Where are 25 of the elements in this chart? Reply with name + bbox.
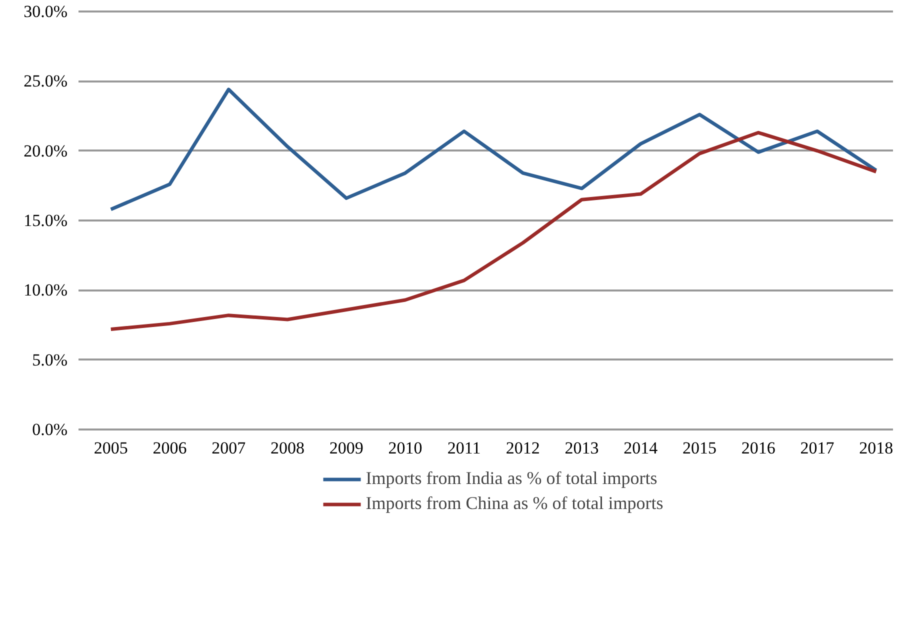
line-series <box>109 130 878 332</box>
x-tick-label: 2012 <box>506 438 540 458</box>
x-tick-label: 2017 <box>800 438 835 458</box>
y-tick-label: 15.0% <box>24 211 68 230</box>
x-tick-label: 2015 <box>682 438 717 458</box>
y-tick-label: 20.0% <box>24 141 68 160</box>
x-tick-label: 2013 <box>564 438 599 458</box>
x-tick-label: 2009 <box>329 438 364 458</box>
x-tick-label: 2010 <box>388 438 422 458</box>
x-tick-label: 2005 <box>94 438 128 458</box>
legend-label: Imports from India as % of total imports <box>366 468 658 489</box>
y-tick-label: 30.0% <box>24 2 68 21</box>
x-tick-label: 2018 <box>859 438 894 458</box>
x-tick-label: 2016 <box>741 438 776 458</box>
x-tick-label: 2014 <box>624 438 658 458</box>
y-tick-label: 0.0% <box>32 420 68 440</box>
y-tick-label: 10.0% <box>24 280 68 300</box>
y-tick-label: 5.0% <box>32 350 68 370</box>
line-series <box>109 88 878 212</box>
x-tick-label: 2007 <box>212 438 246 458</box>
y-tick-label: 25.0% <box>24 72 68 91</box>
x-tick-label: 2008 <box>270 438 304 458</box>
x-tick-label: 2006 <box>152 438 187 458</box>
legend-label: Imports from China as % of total imports <box>366 493 664 514</box>
x-tick-label: 2011 <box>447 438 481 458</box>
